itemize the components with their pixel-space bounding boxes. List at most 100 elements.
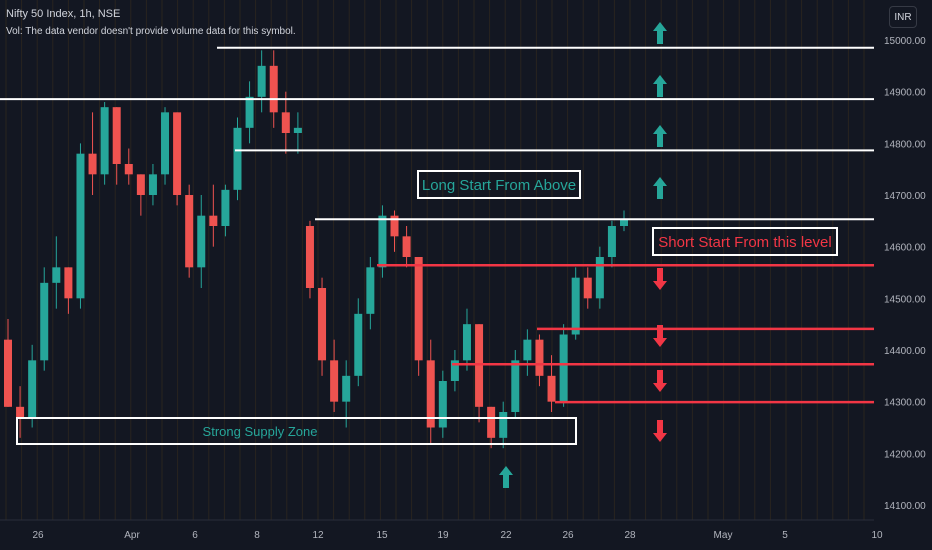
down-arrow-icon: [653, 268, 667, 290]
y-tick-label: 15000.00: [884, 36, 926, 47]
y-tick-label: 14300.00: [884, 398, 926, 409]
supply-zone-box: [16, 417, 577, 445]
candle-body: [318, 288, 327, 361]
candle-body: [342, 375, 351, 402]
supply-zone-annotation[interactable]: Strong Supply Zone: [16, 417, 577, 445]
candle-body: [607, 226, 616, 257]
candle-body: [221, 189, 230, 226]
up-arrow-icon: [653, 75, 667, 97]
candle-body: [112, 107, 121, 164]
x-tick-label: 12: [312, 530, 324, 541]
up-arrow-icon: [653, 125, 667, 147]
y-tick-label: 14900.00: [884, 88, 926, 99]
down-arrow-icon: [653, 370, 667, 392]
x-tick-label: 22: [500, 530, 512, 541]
candle-body: [462, 324, 471, 361]
candle-body: [269, 65, 278, 113]
candle-body: [173, 112, 182, 195]
candle-body: [523, 339, 532, 361]
candle-body: [450, 360, 459, 381]
candle-body: [281, 112, 290, 133]
candle-body: [52, 267, 61, 283]
candle-body: [100, 107, 109, 175]
up-arrow-icon: [499, 466, 513, 488]
candle-body: [547, 375, 556, 402]
time-axis: 26 Apr 6 8 12 15 19 22 26 28 May 5 10: [0, 519, 932, 550]
time-axis-bg: [0, 520, 932, 550]
price-axis: 14100.00 14200.00 14300.00 14400.00 14500.00…: [874, 0, 932, 550]
short-annotation-box: [652, 227, 838, 256]
x-tick-label: 10: [871, 530, 883, 541]
candle-body: [233, 127, 242, 190]
candle-body: [136, 174, 145, 195]
candle-body: [487, 406, 496, 438]
currency-button[interactable]: INR: [889, 6, 917, 28]
arrow-markers: [499, 22, 667, 488]
candle-body: [245, 96, 254, 128]
candle-body: [209, 215, 218, 226]
candle-body: [559, 334, 568, 402]
candle-body: [197, 215, 206, 268]
candle-body: [620, 219, 628, 226]
candle-body: [571, 277, 580, 335]
candle-body: [583, 277, 592, 299]
supply-zone-text: Strong Supply Zone: [203, 424, 318, 439]
candle-body: [76, 153, 85, 299]
candle-body: [4, 339, 12, 407]
x-tick-label: 28: [624, 530, 636, 541]
x-tick-label: 26: [562, 530, 574, 541]
candle-body: [438, 381, 447, 428]
candles: [4, 50, 628, 449]
x-tick-label: 6: [192, 530, 198, 541]
y-tick-label: 14700.00: [884, 191, 926, 202]
down-arrow-icon: [653, 325, 667, 347]
long-annotation[interactable]: Long Start From Above: [417, 170, 581, 199]
y-tick-label: 14400.00: [884, 346, 926, 357]
chart-title: Nifty 50 Index, 1h, NSE: [6, 8, 121, 20]
candle-body: [185, 195, 194, 268]
up-arrow-icon: [653, 177, 667, 199]
candle-body: [378, 215, 387, 268]
volume-note: Vol: The data vendor doesn't provide vol…: [6, 26, 296, 37]
y-tick-label: 14600.00: [884, 243, 926, 254]
candle-body: [148, 174, 157, 195]
candle-body: [28, 360, 37, 418]
short-annotation-text: Short Start From this level: [658, 234, 831, 251]
x-tick-label: 26: [32, 530, 44, 541]
y-tick-label: 14200.00: [884, 449, 926, 460]
candle-body: [330, 360, 339, 402]
short-annotation[interactable]: Short Start From this level: [652, 227, 838, 256]
candle-body: [499, 412, 508, 438]
candle-body: [293, 127, 302, 133]
x-tick-label: 19: [437, 530, 449, 541]
down-arrow-icon: [653, 420, 667, 442]
candle-body: [40, 282, 49, 361]
candle-body: [305, 226, 314, 288]
x-tick-label: Apr: [124, 530, 140, 541]
candle-body: [64, 267, 73, 299]
long-annotation-text: Long Start From Above: [422, 177, 576, 194]
candle-body: [124, 164, 133, 175]
x-tick-label: 15: [376, 530, 388, 541]
candle-body: [354, 313, 363, 376]
y-tick-label: 14800.00: [884, 139, 926, 150]
candle-body: [426, 360, 435, 428]
y-tick-label: 14500.00: [884, 294, 926, 305]
long-annotation-box: [417, 170, 581, 199]
candle-body: [414, 257, 423, 361]
price-axis-bg: [874, 0, 932, 550]
candle-body: [88, 153, 97, 175]
x-tick-label: 8: [254, 530, 260, 541]
candle-body: [366, 267, 375, 314]
x-tick-label: May: [714, 530, 733, 541]
candle-body: [535, 339, 544, 376]
candle-body: [161, 112, 170, 175]
grid: [5, 0, 865, 520]
x-tick-label: 5: [782, 530, 788, 541]
y-tick-label: 14100.00: [884, 501, 926, 512]
candle-body: [390, 215, 399, 237]
candle-body: [511, 360, 520, 412]
up-arrow-icon: [653, 22, 667, 44]
candle-body: [595, 257, 604, 299]
